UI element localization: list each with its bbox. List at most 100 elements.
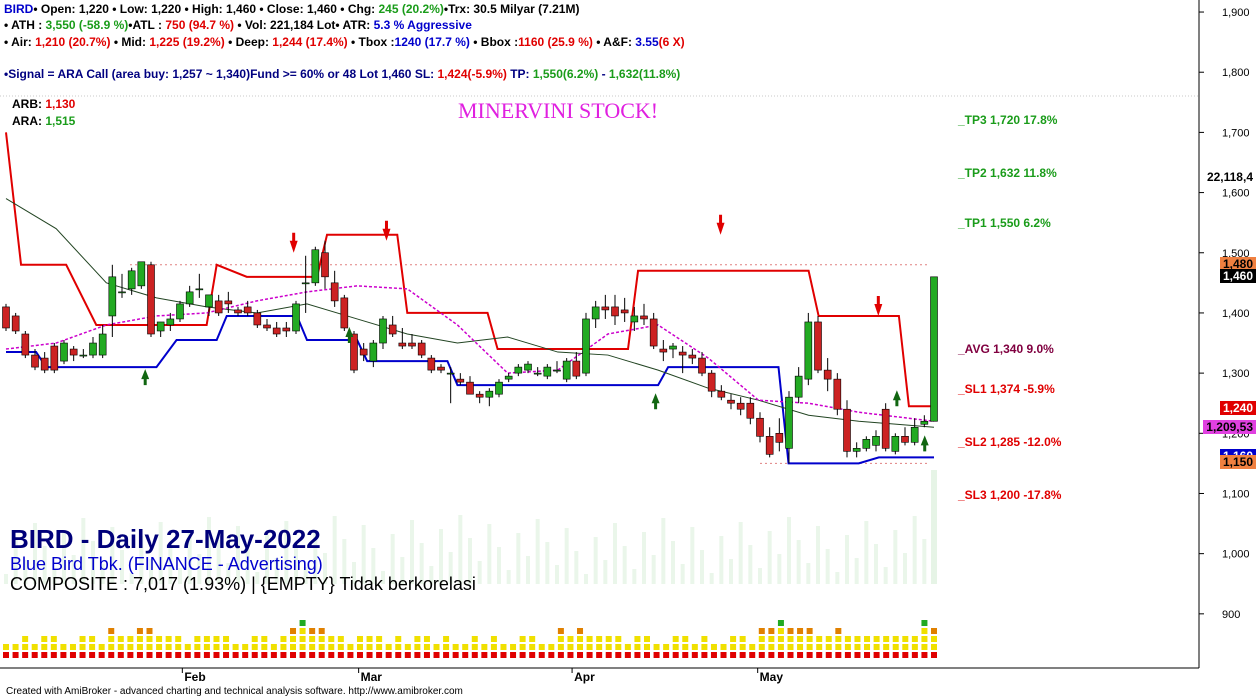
volume-bar — [371, 548, 376, 584]
volume-signal-block — [806, 652, 813, 658]
candle-body — [350, 333, 358, 371]
volume-signal-block — [596, 652, 603, 658]
volume-signal-block — [443, 652, 450, 658]
candle-body — [804, 321, 813, 380]
candle-body — [514, 366, 523, 374]
volume-bar — [71, 555, 76, 584]
volume-signal-block — [481, 644, 488, 650]
volume-signal-block — [634, 652, 641, 658]
volume-signal-block — [902, 636, 909, 642]
volume-signal-block — [50, 644, 57, 650]
candle-body — [156, 321, 165, 332]
ma-dotted-line — [5, 285, 935, 423]
volume-signal-block — [309, 644, 316, 650]
line4-segment-1: SL: — [411, 67, 438, 81]
candle-body — [495, 381, 503, 395]
line1-segment-10: 245 (20.2%) — [378, 2, 444, 16]
line2-segment-1: 3,550 (-58.9 %) — [45, 18, 129, 32]
volume-bar — [468, 538, 472, 584]
volume-signal-block — [462, 652, 469, 658]
volume-bar — [448, 552, 453, 584]
candle-body — [224, 300, 233, 305]
volume-signal-block — [777, 644, 784, 650]
volume-bar — [922, 539, 927, 584]
candle-body — [263, 324, 271, 329]
volume-bar — [294, 544, 298, 584]
volume-signal-block — [825, 636, 832, 642]
volume-signal-block — [69, 652, 76, 658]
candle-body — [466, 381, 474, 395]
candle-body — [562, 360, 571, 380]
volume-signal-block — [911, 636, 918, 642]
volume-bar — [729, 559, 733, 584]
volume-signal-block — [242, 652, 249, 658]
price-axis-label: 1,209,53 — [1203, 419, 1256, 434]
volume-signal-block — [89, 644, 96, 650]
volume-signal-block — [777, 620, 784, 626]
volume-bar — [622, 546, 627, 584]
target-name: _AVG — [958, 342, 994, 357]
candle-body — [311, 249, 320, 284]
volume-signal-block — [318, 628, 325, 634]
volume-signal-block — [318, 644, 325, 650]
sell-arrow — [716, 214, 725, 235]
y-tick-label: 900 — [1222, 609, 1240, 621]
volume-bar — [738, 522, 743, 584]
volume-signal-block — [232, 652, 239, 658]
volume-bar — [816, 526, 820, 584]
volume-signal-block — [414, 636, 421, 642]
volume-bar — [854, 558, 859, 584]
line1-segment-0: BIRD — [4, 2, 34, 16]
volume-signal-block — [931, 652, 937, 658]
volume-bar — [825, 549, 830, 584]
candle-body — [640, 315, 648, 320]
volume-signal-block — [806, 644, 813, 650]
volume-signal-block — [777, 636, 784, 642]
volume-bar — [13, 537, 18, 584]
volume-signal-block — [605, 652, 612, 658]
candle-body — [524, 363, 532, 371]
volume-signal-block — [624, 652, 631, 658]
volume-signal-block — [290, 636, 297, 642]
volume-signal-block — [280, 636, 287, 642]
volume-bar — [458, 515, 463, 584]
volume-signal-block — [356, 652, 363, 658]
target-sl3: _SL3 1,200 -17.8% — [958, 488, 1061, 502]
target-pct: 17.8% — [1023, 113, 1058, 128]
volume-signal-block — [117, 652, 124, 658]
volume-signal-block — [682, 636, 689, 642]
volume-signal-block — [462, 644, 469, 650]
volume-signal-block — [213, 636, 220, 642]
volume-signal-block — [691, 644, 698, 650]
volume-signal-block — [194, 636, 201, 642]
volume-signal-block — [108, 644, 115, 650]
volume-signal-block — [758, 636, 765, 642]
volume-signal-block — [203, 644, 210, 650]
target-sl2: _SL2 1,285 -12.0% — [958, 435, 1061, 449]
volume-bar — [4, 574, 8, 584]
volume-bar — [429, 566, 434, 584]
candle-body — [292, 303, 300, 332]
volume-signal-block — [653, 644, 660, 650]
minervini-annotation: MINERVINI STOCK! — [458, 98, 659, 123]
sell-arrow — [289, 232, 298, 253]
volume-bar — [767, 531, 772, 584]
volume-signal-block — [538, 652, 545, 658]
volume-bar — [845, 535, 849, 584]
volume-signal-block — [223, 636, 230, 642]
candle-body — [69, 348, 78, 356]
volume-bar — [632, 569, 637, 584]
volume-bar — [332, 516, 337, 584]
volume-signal-block — [749, 652, 756, 658]
volume-signal-block — [280, 644, 287, 650]
candle-body — [253, 312, 262, 326]
candle-body — [176, 303, 184, 320]
volume-signal-block — [797, 652, 804, 658]
volume-signal-block — [443, 644, 450, 650]
line1-segment-1: • Open: — [33, 2, 79, 16]
volume-signal-block — [816, 652, 823, 658]
volume-bar — [323, 553, 327, 584]
volume-signal-block — [299, 644, 306, 650]
volume-signal-block — [261, 636, 268, 642]
